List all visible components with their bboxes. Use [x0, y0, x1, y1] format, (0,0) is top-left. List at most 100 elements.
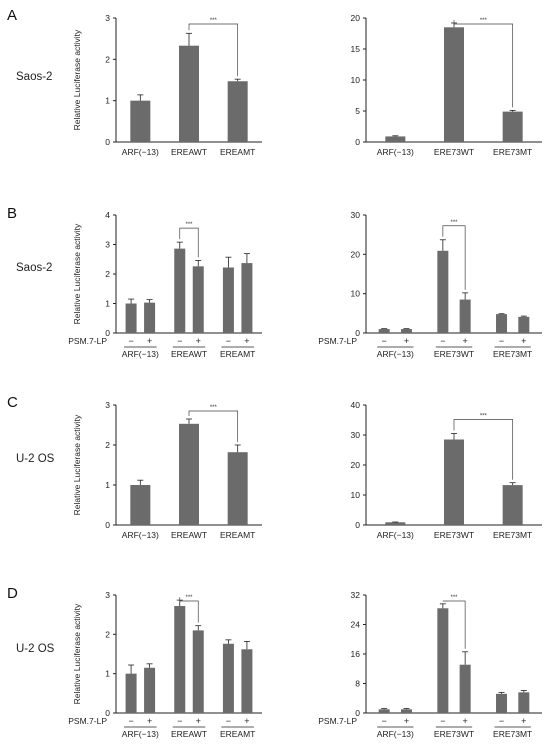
- panel-letter: B: [7, 205, 17, 222]
- y-tick-label: 40: [351, 400, 361, 410]
- y-tick-label: 0: [105, 708, 110, 718]
- y-axis-label: Relative Luciferase activity: [72, 29, 82, 130]
- significance-bracket: [453, 419, 514, 480]
- bar: [144, 302, 156, 333]
- treatment-minus-label: −: [226, 336, 231, 346]
- category-label: ARF(−13): [377, 147, 414, 157]
- cell-line-label: U-2 OS: [16, 643, 55, 655]
- bar: [222, 267, 234, 333]
- y-tick-label: 32: [351, 590, 361, 600]
- y-axis-label: Relative Luciferase activity: [72, 223, 82, 324]
- significance-bracket: [188, 410, 239, 442]
- panel-b: B Saos-2 Relative Luciferase activity 0 1 2 3 4…: [7, 205, 542, 359]
- significance-label: ***: [210, 405, 218, 411]
- bar: [125, 303, 137, 333]
- significance-bracket: [453, 19, 514, 108]
- bar: [241, 263, 253, 333]
- treatment-plus-label: +: [463, 336, 468, 346]
- category-label: ERE73MT: [493, 147, 532, 157]
- bar: [437, 250, 449, 333]
- category-label: ARF(−13): [122, 729, 159, 739]
- y-tick-label: 0: [355, 708, 360, 718]
- significance-bracket: [188, 23, 239, 77]
- bar: [192, 266, 204, 333]
- y-tick-label: 3: [105, 240, 110, 250]
- y-tick-label: 2: [105, 440, 110, 450]
- bar: [222, 643, 234, 713]
- cell-line-label: Saos-2: [16, 262, 52, 274]
- bar: [502, 111, 523, 142]
- treatment-plus-label: +: [463, 716, 468, 726]
- bar: [385, 522, 406, 525]
- chart-d-2: 0 8 16 24 32 *** − + ARF(−13) − + ERE73WT − + ERE73MT P…: [318, 590, 542, 739]
- y-axis-label: Relative Luciferase activity: [72, 603, 82, 704]
- bar: [502, 485, 523, 525]
- treatment-plus-label: +: [521, 336, 526, 346]
- y-tick-label: 30: [351, 430, 361, 440]
- treatment-plus-label: +: [196, 336, 201, 346]
- treatment-minus-label: −: [440, 716, 445, 726]
- cell-line-label: U-2 OS: [16, 453, 55, 465]
- chart-c-1: 0 1 2 3 *** ARF(−13) EREAWT EREAMT: [105, 400, 262, 540]
- category-label: EREAMT: [220, 147, 255, 157]
- chart-d-1: 0 1 2 3 *** − + ARF(−13) − + EREAWT − + EREAMT PSM.7-L…: [68, 590, 262, 739]
- bar: [179, 423, 199, 525]
- y-tick-label: 5: [355, 106, 360, 116]
- bar: [518, 316, 530, 333]
- category-label: EREAMT: [220, 729, 255, 739]
- significance-bracket: [442, 600, 466, 649]
- bar: [241, 649, 253, 713]
- bar: [437, 608, 449, 713]
- treatment-minus-label: −: [499, 336, 504, 346]
- y-tick-label: 1: [105, 480, 110, 490]
- bar: [174, 248, 186, 333]
- category-label: ERE73WT: [434, 729, 474, 739]
- chart-c-2: 0 10 20 30 40 *** ARF(−13) ERE73WT ERE73MT: [351, 400, 542, 540]
- chart-b-2: 0 10 20 30 *** − + ARF(−13) − + ERE73WT − + ERE73MT PS…: [318, 210, 542, 359]
- bar: [144, 667, 156, 713]
- y-tick-label: 10: [351, 75, 361, 85]
- treatment-plus-label: +: [244, 716, 249, 726]
- bar: [444, 439, 464, 525]
- bar: [227, 452, 248, 525]
- y-axis-label: Relative Luciferase activity: [72, 414, 82, 515]
- panel-a: A Saos-2 Relative Luciferase activity 0 1 2 3 *…: [7, 7, 542, 157]
- chart-a-1: 0 1 2 3 *** ARF(−13) EREAWT EREAMT: [105, 13, 262, 157]
- bar: [378, 709, 390, 713]
- y-tick-label: 2: [105, 629, 110, 639]
- significance-label: ***: [450, 595, 458, 601]
- category-label: EREAWT: [171, 530, 207, 540]
- bar: [496, 314, 508, 333]
- category-label: EREAWT: [171, 147, 207, 157]
- treatment-minus-label: −: [382, 336, 387, 346]
- cell-line-label: Saos-2: [16, 71, 52, 83]
- treatment-minus-label: −: [382, 716, 387, 726]
- category-label: ARF(−13): [122, 147, 159, 157]
- y-tick-label: 3: [105, 400, 110, 410]
- treatment-label: PSM.7-LP: [68, 336, 107, 346]
- y-tick-label: 16: [351, 649, 361, 659]
- significance-label: ***: [480, 18, 488, 24]
- category-label: ARF(−13): [377, 349, 414, 359]
- y-tick-label: 8: [355, 679, 360, 689]
- y-tick-label: 3: [105, 590, 110, 600]
- bar: [444, 27, 464, 142]
- treatment-minus-label: −: [128, 716, 133, 726]
- bar: [130, 100, 151, 142]
- category-label: EREAWT: [171, 729, 207, 739]
- panel-c: C U-2 OS Relative Luciferase activity 0 1 2 3 *…: [7, 394, 542, 540]
- category-label: ERE73MT: [493, 349, 532, 359]
- bar: [130, 485, 151, 525]
- treatment-plus-label: +: [244, 336, 249, 346]
- y-tick-label: 3: [105, 13, 110, 23]
- treatment-minus-label: −: [226, 716, 231, 726]
- bar: [518, 692, 530, 713]
- treatment-minus-label: −: [499, 716, 504, 726]
- category-label: ARF(−13): [122, 530, 159, 540]
- treatment-plus-label: +: [404, 716, 409, 726]
- treatment-minus-label: −: [177, 716, 182, 726]
- bar: [227, 81, 248, 142]
- y-tick-label: 1: [105, 299, 110, 309]
- significance-label: ***: [185, 595, 193, 601]
